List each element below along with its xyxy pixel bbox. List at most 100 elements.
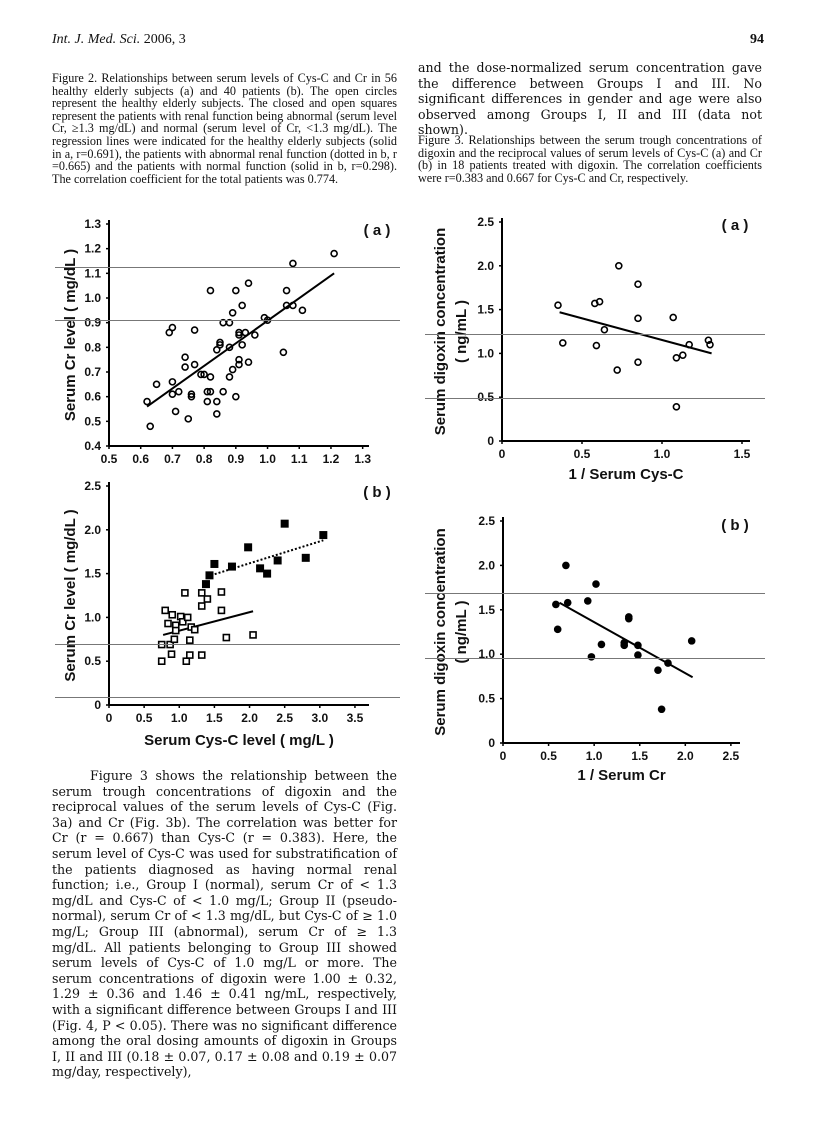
x-axis-label: Serum Cys-C level ( mg/L ) (144, 732, 334, 749)
scan-line (425, 658, 765, 659)
data-point-open-square (217, 606, 226, 615)
data-point-open-square (222, 633, 231, 642)
data-point-open-circle (244, 279, 253, 287)
y-tick-label: 0.5 (477, 390, 494, 404)
data-point-closed-square (263, 569, 272, 578)
data-point-closed-circle (597, 640, 606, 649)
journal-header: Int. J. Med. Sci. 2006, 3 (52, 32, 186, 48)
x-tick-label: 0 (499, 447, 506, 461)
y-tick-label: 2.0 (84, 523, 101, 537)
data-point-open-circle (289, 259, 297, 268)
data-point-open-circle (216, 338, 224, 347)
data-point-closed-circle (687, 637, 696, 645)
x-axis-label: 1 / Serum Cys-C (568, 466, 683, 483)
x-tick-label: 0.6 (132, 452, 149, 466)
data-point-open-square (170, 635, 179, 644)
data-point-closed-circle (563, 598, 572, 607)
data-point-closed-circle (634, 641, 642, 650)
x-tick-label: 3.5 (347, 711, 364, 725)
data-point-open-circle (279, 348, 288, 357)
x-tick-label: 1.0 (586, 749, 603, 763)
data-point-open-square (197, 589, 206, 597)
x-tick-label: 0.9 (227, 452, 244, 466)
data-point-open-square (161, 606, 170, 615)
page-number: 94 (750, 32, 764, 47)
x-tick-label: 1.2 (323, 452, 340, 466)
data-point-closed-square (201, 580, 210, 589)
data-point-open-circle (298, 306, 307, 315)
figure-2b-chart: 0 0.5 1.0 1.5 2.0 2.5 3.0 3.5 0 0.5 1.0 1.5 2.0 2.5 Se… (55, 475, 400, 755)
data-point-open-circle (634, 314, 642, 323)
y-axis-label-units: ( ng/mL ) (453, 300, 470, 363)
x-tick-label: 1.5 (734, 447, 751, 461)
figure-2-caption: Figure 2. Relationships between serum le… (52, 71, 397, 186)
x-tick-label: 0.5 (136, 711, 153, 725)
x-tick-label: 2.5 (276, 711, 293, 725)
data-point-open-circle (251, 331, 259, 339)
data-point-open-circle (238, 301, 246, 310)
data-point-open-circle (600, 325, 609, 334)
scan-line (55, 644, 400, 645)
y-axis-label: Serum digoxin concentration (432, 228, 449, 436)
y-axis-label-units: ( ng/mL ) (453, 600, 470, 663)
x-tick-label: 0.8 (196, 452, 213, 466)
data-point-open-square (182, 657, 191, 665)
data-point-open-circle (203, 397, 212, 406)
x-tick-label: 2.5 (723, 749, 740, 763)
y-tick-label: 2.5 (84, 479, 101, 493)
data-point-open-square (167, 650, 176, 658)
solid-regression-line (146, 272, 335, 408)
data-point-open-circle (228, 365, 237, 374)
y-tick-label: 0.6 (84, 390, 101, 404)
x-tick-label: 1.0 (654, 447, 671, 461)
panel-label: ( a ) (722, 217, 749, 234)
data-point-open-circle (190, 326, 199, 334)
y-axis-label: Serum digoxin concentration (432, 528, 449, 736)
y-tick-label: 2.5 (478, 514, 495, 528)
x-tick-label: 2.0 (241, 711, 258, 725)
chart-svg: 0 0.5 1.0 1.5 0 0.5 1.0 1.5 2.0 2.5 Serum digoxin … (432, 215, 751, 483)
data-point-open-circle (168, 323, 177, 332)
data-point-open-circle (146, 422, 155, 431)
data-point-open-circle (289, 301, 297, 310)
y-tick-label: 1.2 (84, 242, 101, 256)
x-tick-label: 0 (106, 711, 113, 725)
data-point-open-square (186, 651, 194, 659)
body-paragraph: Figure 3 shows the relationship between … (52, 768, 397, 1080)
data-point-open-square (183, 613, 192, 622)
data-point-closed-square (227, 562, 236, 571)
x-tick-label: 0.7 (164, 452, 181, 466)
data-point-open-circle (171, 407, 180, 416)
data-point-open-circle (174, 387, 183, 396)
data-point-open-circle (206, 373, 215, 381)
chart-svg: 0.5 0.6 0.7 0.8 0.9 1.0 1.1 1.2 1.30.40.50.60.70… (62, 217, 391, 466)
y-axis-label: Serum Cr level ( mg/dL ) (62, 249, 79, 421)
data-point-open-circle (219, 387, 227, 396)
figure-3b-chart: 0 0.5 1.0 1.5 2.0 2.5 0 0.5 1.0 1.5 2.0 2.5 Serum di… (425, 500, 765, 790)
x-tick-label: 1.0 (171, 711, 188, 725)
chart-svg: 0 0.5 1.0 1.5 2.0 2.5 0 0.5 1.0 1.5 2.0 2.5 Serum di… (432, 514, 749, 784)
data-point-closed-square (205, 571, 214, 580)
scan-line (55, 320, 400, 321)
data-point-closed-circle (587, 653, 596, 661)
panel-label: ( b ) (363, 484, 391, 501)
data-point-closed-circle (552, 600, 560, 609)
y-tick-label: 0.8 (84, 340, 101, 354)
data-point-open-circle (168, 390, 177, 398)
y-tick-label: 1.0 (84, 291, 101, 305)
y-tick-label: 0 (488, 736, 495, 750)
scan-line (425, 398, 765, 399)
data-point-open-square (164, 619, 172, 628)
y-tick-label: 0.5 (478, 692, 495, 706)
scan-line (55, 267, 400, 268)
data-point-open-circle (225, 318, 234, 327)
data-point-open-circle (706, 340, 714, 349)
data-point-closed-circle (624, 614, 633, 623)
x-tick-label: 1.5 (206, 711, 223, 725)
panel-label: ( a ) (364, 222, 391, 239)
data-point-open-circle (238, 341, 246, 349)
y-tick-label: 0.7 (84, 365, 101, 379)
data-point-open-square (171, 626, 180, 635)
data-point-open-circle (190, 360, 199, 369)
data-point-open-circle (244, 358, 253, 366)
